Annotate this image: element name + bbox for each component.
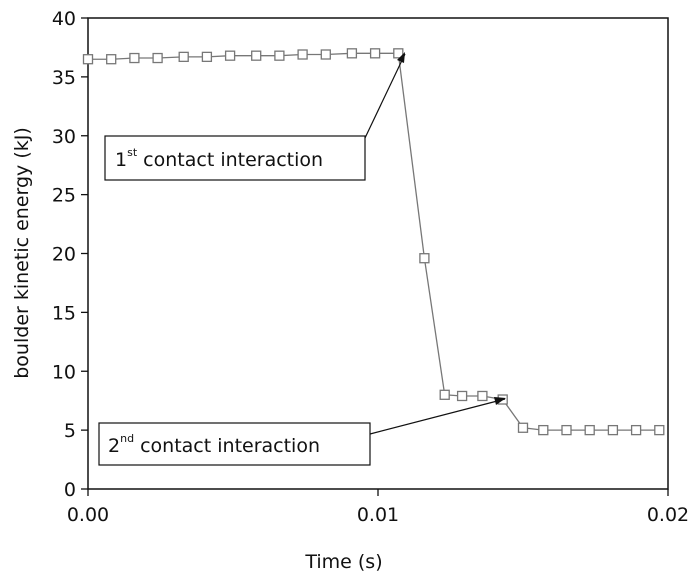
marker: [178, 51, 189, 63]
y-tick-label: 0: [64, 479, 76, 501]
x-tick-label: 0.02: [647, 504, 689, 526]
y-tick-label: 40: [52, 8, 76, 30]
x-tick-label: 0.00: [67, 504, 109, 526]
x-axis-label: Time (s): [304, 551, 382, 573]
y-tick-label: 5: [64, 420, 76, 442]
marker: [630, 424, 642, 436]
marker: [274, 50, 285, 61]
annotation-box: [104, 135, 366, 181]
annotation-arrow: [369, 398, 506, 435]
marker: [561, 424, 572, 436]
y-tick-label: 20: [52, 244, 76, 266]
marker: [369, 48, 381, 59]
marker: [393, 48, 404, 59]
y-tick-label: 15: [52, 302, 76, 324]
annotation-number: 1: [115, 149, 127, 171]
marker: [201, 51, 213, 63]
series-layer: [82, 48, 665, 436]
y-tick-label: 25: [52, 185, 76, 207]
y-tick-label: 30: [52, 126, 76, 148]
marker: [538, 424, 549, 436]
marker: [439, 389, 450, 400]
arrow-head: [397, 52, 405, 63]
marker: [419, 253, 430, 264]
marker: [477, 390, 488, 402]
series-line: [88, 52, 660, 431]
annotation-number: 2: [108, 435, 120, 457]
marker: [584, 424, 595, 436]
marker: [251, 50, 262, 61]
marker: [152, 52, 163, 64]
marker: [456, 390, 468, 402]
plot-frame: [87, 17, 669, 490]
annotation-suffix: nd: [120, 432, 134, 445]
y-tick-label: 10: [52, 361, 76, 383]
y-tick-label: 35: [52, 67, 76, 89]
marker: [224, 50, 236, 61]
annotation-text: contact interaction: [134, 435, 320, 457]
marker: [517, 422, 529, 433]
marker: [82, 54, 94, 65]
marker: [297, 49, 308, 60]
marker: [106, 54, 117, 65]
annotation-arrow: [364, 53, 406, 139]
annotation-box: [98, 422, 371, 466]
marker: [320, 49, 331, 60]
x-tick-label: 0.01: [357, 504, 399, 526]
marker: [346, 48, 358, 59]
annotation: 1st contact interaction: [115, 146, 323, 171]
arrow-head: [494, 397, 506, 405]
annotation-text: contact interaction: [137, 149, 323, 171]
marker: [129, 52, 140, 64]
marker: [607, 424, 619, 436]
y-axis-label: boulder kinetic energy (kJ): [11, 127, 33, 379]
annotation-suffix: st: [127, 146, 138, 159]
marker: [654, 424, 665, 436]
annotation: 2nd contact interaction: [108, 432, 320, 457]
